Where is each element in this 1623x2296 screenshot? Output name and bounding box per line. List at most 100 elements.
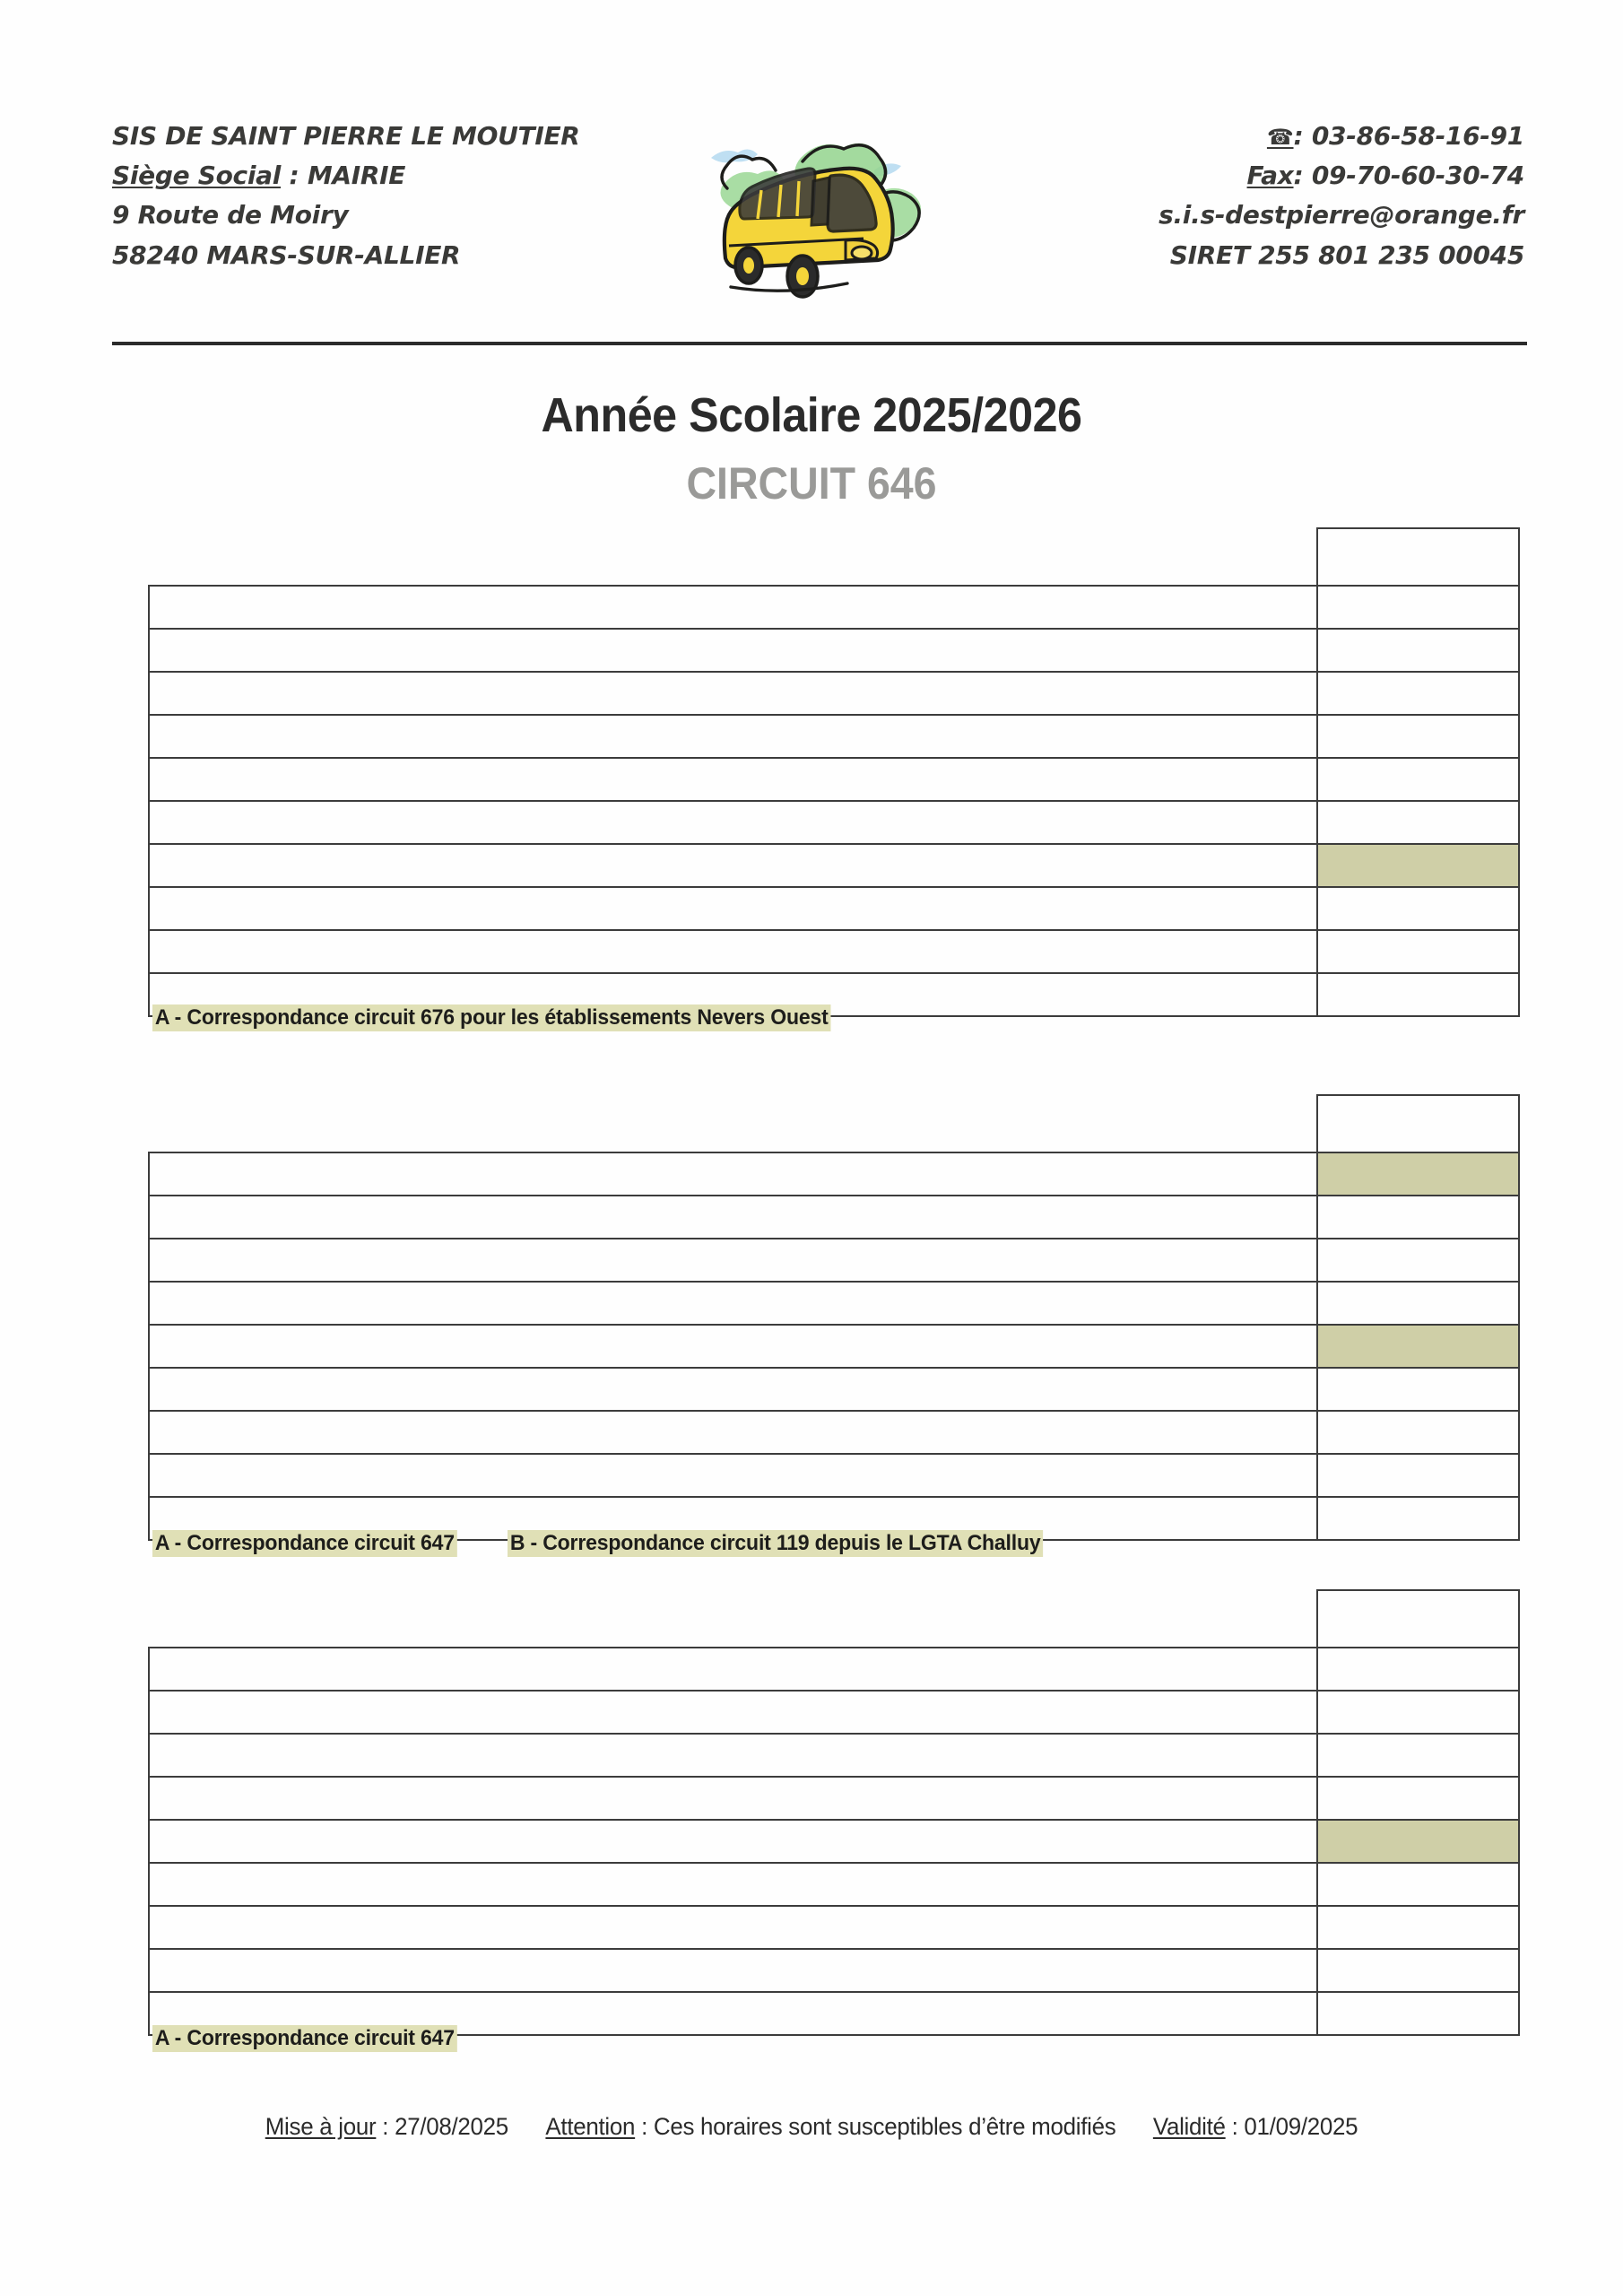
connection-marker: B <box>1274 1152 1318 1196</box>
table-row: SERMOISE/LOIRE (CHAUME DES PENDUS) 12H45 <box>148 1776 1520 1821</box>
table-row: ST PIERRE/MOUTIER (ALLIERES) 19H10 <box>148 1453 1520 1498</box>
connection-marker <box>1274 714 1318 759</box>
letterhead-right-block: ☎: 03-86-58-16-91 Fax: 09-70-60-30-74 s.… <box>1159 117 1524 275</box>
stop-name: NEVERS (GARE ROUTIERE) <box>148 843 1274 888</box>
table-row: LIVRY (SALLE DES FÊTES) 6h51 <box>148 628 1520 673</box>
table-header-row: LUNDI – MARDI – JEUDI - VENDREDI SOIR <box>149 1094 1520 1153</box>
schedule-table-midi: MERCREDIMIDINEVERS (BANLAY12H25NEVERS (R… <box>148 1589 1520 2036</box>
stop-time: 12H30 <box>1316 1690 1520 1735</box>
registered-office-line: Siège Social : MAIRIE <box>112 161 406 191</box>
connection-marker <box>1274 671 1318 716</box>
siret-number: SIRET 255 801 235 00045 <box>1169 239 1525 270</box>
connection-marker <box>1274 886 1318 931</box>
last-updated-value: : 27/08/2025 <box>376 2113 508 2140</box>
connection-marker: A <box>1274 1819 1318 1864</box>
stop-name: NEVERS (ROGER SALENGRO) <box>148 886 1274 931</box>
table-row: LIVRY (SALLE DES FÊTES) 19H01 <box>148 1367 1520 1412</box>
connection-marker <box>1274 1905 1318 1950</box>
stop-name: NEVERS (BANLAY) <box>148 929 1274 974</box>
stop-name: MAGNY-COURS (CIMETIERE) <box>148 1819 1274 1864</box>
stop-time: 13h28 <box>1316 1991 1520 2036</box>
footnotes-soir: A - Correspondance circuit 647 B - Corres… <box>152 1530 1065 1557</box>
stop-name: LIVRY (SALLE DES FÊTES) <box>148 628 1274 673</box>
connection-marker <box>1274 1281 1318 1326</box>
time-period-header: MATIN <box>1316 527 1520 587</box>
stop-name: SERMOISE/LOIRE (CHAUME DES PENDUS) <box>148 1281 1274 1326</box>
stop-name: MAGNY-COURS (CIMETIERE) <box>148 1324 1274 1369</box>
stop-name: ST PIERRE/MOUTIER (POSTE) <box>148 1410 1274 1455</box>
table-header-row: MERCREDI MIDI <box>149 1589 1520 1648</box>
phone-line: ☎: 03-86-58-16-91 <box>1159 117 1524 156</box>
table-row: NEVERS (GARE ROUTIERE) 12H33 <box>148 1733 1520 1778</box>
table-row: ST PIERRE/MOUTIER (ALLIERES) 7H00 <box>148 714 1520 759</box>
stop-time: 19H01 <box>1316 1367 1520 1412</box>
fax-label: Fax <box>1246 161 1294 191</box>
footer-note: Mise à jour : 27/08/2025 Attention : Ces… <box>32 2113 1591 2141</box>
days-header: MERCREDI <box>167 1590 1300 1648</box>
stop-time: 7H00 <box>1316 714 1520 759</box>
days-header: LUNDI – MARDI – MERCREDI – JEUDI - VENDR… <box>167 528 1300 586</box>
stop-name: NEVERS (ROGER SALENGRO) <box>148 1195 1274 1239</box>
table-row: LIVRY (SALLE DES FÊTES) 13H10 <box>148 1862 1520 1907</box>
stop-time: 13H19 <box>1316 1948 1520 1993</box>
table-row: SERMOISE/LOIRE (CHAUME DES PENDUS) 7h19 <box>148 757 1520 802</box>
table-row: ST PIERRE/MOUTIER (ALLIERES) 13H19 <box>148 1948 1520 1993</box>
telephone-icon: ☎ <box>1266 125 1294 150</box>
table-header-row: LUNDI – MARDI – MERCREDI – JEUDI - VENDR… <box>149 527 1520 587</box>
stop-name: ST PIERRE/MOUTIER (ALLIERES) <box>148 1948 1274 1993</box>
footnote: B - Correspondance circuit 119 depuis le… <box>507 1530 1044 1557</box>
schedule-table-soir: LUNDI – MARDI – JEUDI - VENDREDISOIRNEVE… <box>148 1094 1520 1541</box>
connection-marker <box>1274 972 1318 1017</box>
connection-marker <box>1274 929 1318 974</box>
table-row: NEVERS (GARE ROUTIERE) 18H23 <box>148 1238 1520 1283</box>
connection-marker <box>1274 1991 1318 2036</box>
registered-office-label: Siège Social <box>112 161 282 191</box>
stop-time: 7H34 <box>1316 886 1520 931</box>
table-row: MAGNY-COURS (CIMETIERE)A18H45 <box>148 1324 1520 1369</box>
stop-time: 18H20 <box>1316 1195 1520 1239</box>
stop-name: NEVERS (GARE ROUTIERE) <box>148 1733 1274 1778</box>
time-period-header: MIDI <box>1316 1589 1520 1648</box>
header-divider <box>112 342 1527 345</box>
table-row: NEVERS (BANLAY) 7H40 <box>148 929 1520 974</box>
stop-time: 6h35 <box>1316 585 1520 630</box>
validity: Validité : 01/09/2025 <box>1153 2113 1358 2140</box>
connection-marker <box>1274 585 1318 630</box>
street-address: 9 Route de Moiry <box>112 200 349 230</box>
attention-label: Attention <box>545 2113 636 2140</box>
validity-value: : 01/09/2025 <box>1225 2113 1358 2140</box>
footnote: A - Correspondance circuit 647 <box>152 2025 457 2052</box>
footnote: A - Correspondance circuit 647 <box>152 1530 457 1557</box>
page-title: Année Scolaire 2025/2026 <box>541 388 1082 442</box>
footnotes-midi: A - Correspondance circuit 647 <box>152 2025 470 2052</box>
stop-time: 19H10 <box>1316 1453 1520 1498</box>
last-updated: Mise à jour : 27/08/2025 <box>265 2113 508 2140</box>
connection-marker <box>1274 800 1318 845</box>
stop-name: ST PIERRE/MOUTIER (ALLIERES) <box>148 714 1274 759</box>
stop-name: LIVRY (SALLE DES FÊTES) <box>148 1862 1274 1907</box>
stop-time: 12H53 <box>1316 1819 1520 1864</box>
connection-marker <box>1274 1496 1318 1541</box>
stop-time: 7h19 <box>1316 757 1520 802</box>
table-row: ST PIERRE/MOUTIER (POSTE) 13H15 <box>148 1905 1520 1950</box>
table-row: NEVERS (ROGER SALENGRO) 12H30 <box>148 1690 1520 1735</box>
footnotes-matin: A - Correspondance circuit 676 pour les … <box>152 1004 859 1031</box>
stop-name: ST PIERRE/MOUTIER (POSTE) <box>148 1905 1274 1950</box>
stop-time: 12H33 <box>1316 1733 1520 1778</box>
email-address[interactable]: s.i.s-destpierre@orange.fr <box>1159 200 1524 230</box>
stop-name: AZY LE VIF BOURG (RD978A) <box>148 585 1274 630</box>
connection-marker <box>1274 1690 1318 1735</box>
connection-marker <box>1274 1453 1318 1498</box>
stop-name: NEVERS (BANLAY) <box>148 1152 1274 1196</box>
validity-label: Validité <box>1152 2113 1226 2140</box>
stop-name: NEVERS (ROGER SALENGRO) <box>148 1690 1274 1735</box>
connection-marker <box>1274 1733 1318 1778</box>
stop-time: 7H30 <box>1316 843 1520 888</box>
table-row: ST PIERRE/MOUTIER (POSTE) 6H56 <box>148 671 1520 716</box>
letterhead: SIS DE SAINT PIERRE LE MOUTIER Siège Soc… <box>112 117 1524 332</box>
connection-marker <box>1274 1195 1318 1239</box>
connection-marker <box>1274 1647 1318 1692</box>
table-row: NEVERS (GARE ROUTIERE)A7H30 <box>148 843 1520 888</box>
connection-marker <box>1274 1948 1318 1993</box>
